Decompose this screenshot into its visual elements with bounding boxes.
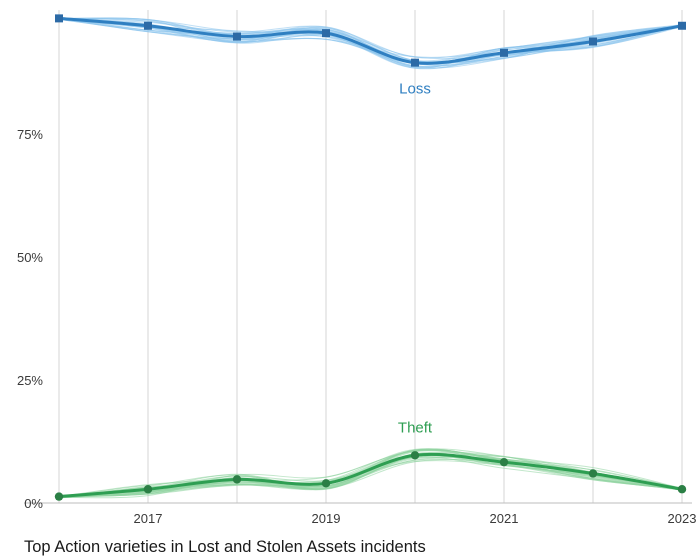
loss-series-label: Loss xyxy=(399,81,431,98)
theft-uncertainty-strand xyxy=(58,448,683,498)
x-tick-label-2017: 2017 xyxy=(134,511,163,526)
loss-point-2023 xyxy=(678,21,686,30)
theft-point-2018 xyxy=(232,475,242,484)
y-tick-label-75: 75% xyxy=(17,127,43,142)
x-tick-label-2021: 2021 xyxy=(490,511,519,526)
theft-point-2016 xyxy=(54,492,64,501)
series-labels: Loss Theft xyxy=(398,81,433,437)
loss-point-2017 xyxy=(144,21,152,30)
loss-point-2016 xyxy=(55,14,63,23)
loss-point-2019 xyxy=(322,29,330,38)
loss-uncertainty-strand xyxy=(58,17,683,69)
theft-point-2020 xyxy=(410,451,420,460)
loss-uncertainty-strand xyxy=(58,19,683,64)
theft-point-2022 xyxy=(588,469,598,478)
y-tick-label-50: 50% xyxy=(17,250,43,265)
series-lines xyxy=(58,16,683,499)
action-varieties-line-chart: 2017 2019 2021 2023 0% 25% 50% 75% Loss Theft xyxy=(17,10,697,526)
theft-point-2017 xyxy=(143,485,153,494)
theft-point-2023 xyxy=(677,485,687,494)
theft-series-label: Theft xyxy=(398,419,433,436)
loss-uncertainty-strand xyxy=(58,17,683,70)
uncertainty-bands xyxy=(58,17,683,499)
y-axis: 0% 25% 50% 75% xyxy=(17,127,43,511)
y-tick-label-0: 0% xyxy=(24,496,43,511)
loss-line xyxy=(58,16,683,65)
theft-line xyxy=(58,452,683,499)
y-tick-label-25: 25% xyxy=(17,373,43,388)
loss-point-2018 xyxy=(233,32,241,41)
chart-caption: Top Action varieties in Lost and Stolen … xyxy=(24,538,426,556)
x-tick-label-2019: 2019 xyxy=(312,511,341,526)
theft-point-2019 xyxy=(321,479,331,488)
theft-point-2021 xyxy=(499,457,509,467)
x-tick-label-2023: 2023 xyxy=(668,511,697,526)
loss-point-2020 xyxy=(411,58,419,67)
loss-point-2022 xyxy=(589,37,597,46)
vertical-gridlines xyxy=(58,10,683,503)
loss-point-2021 xyxy=(500,48,508,57)
series-markers xyxy=(54,14,687,501)
x-axis: 2017 2019 2021 2023 xyxy=(24,502,697,526)
